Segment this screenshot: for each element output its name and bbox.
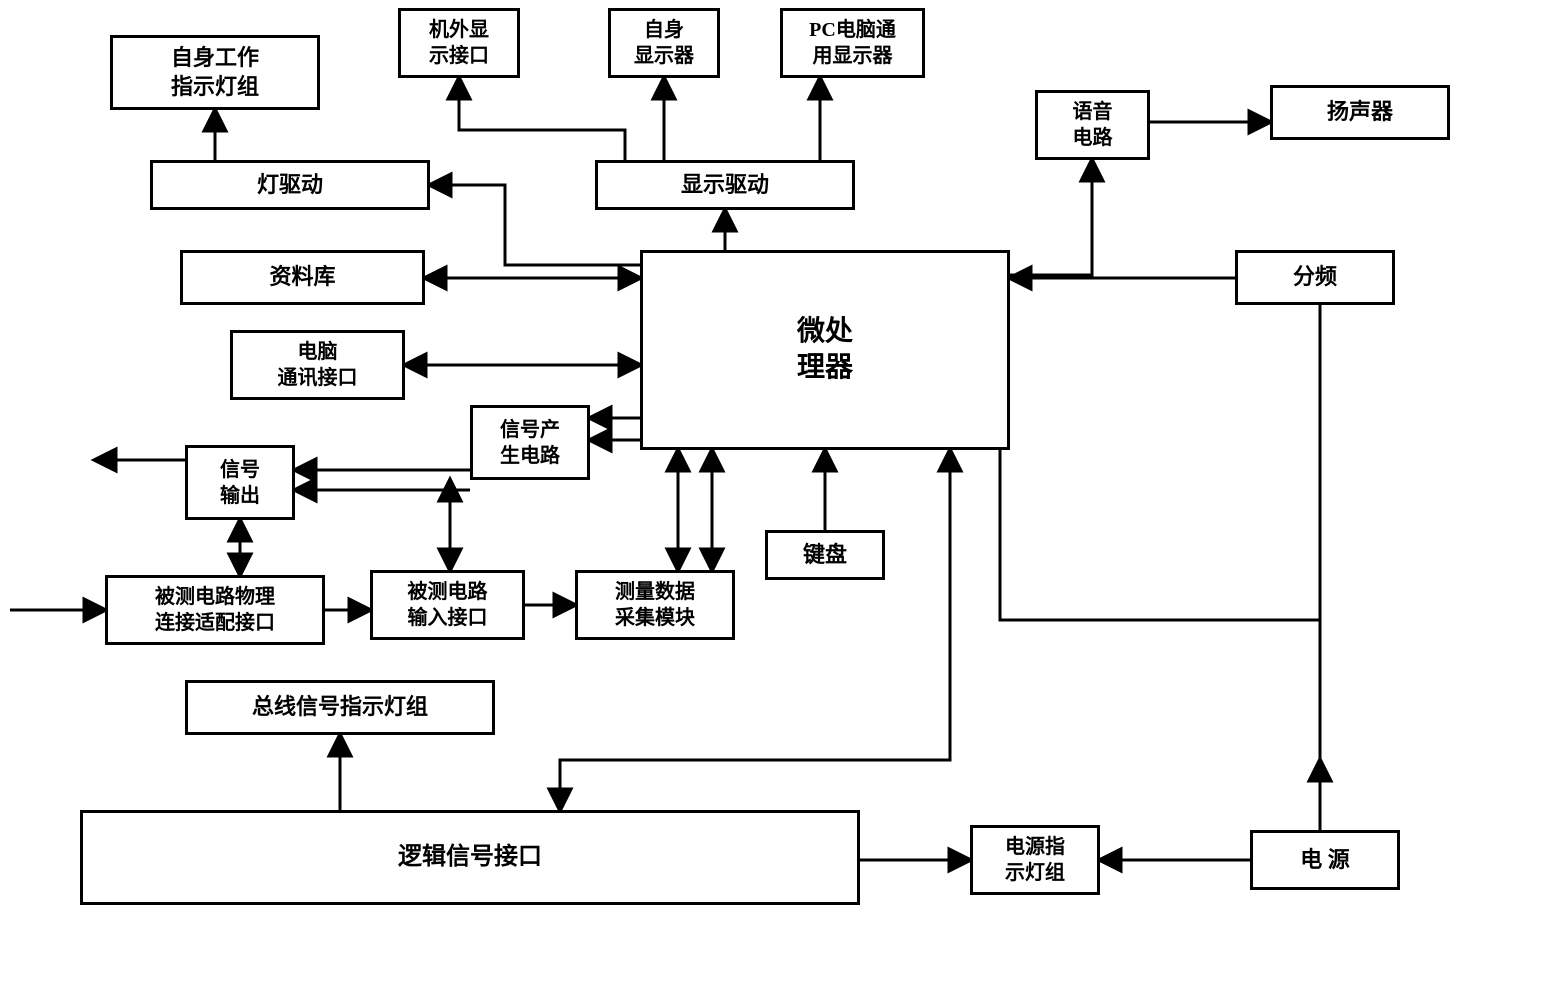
node-pc_display: PC电脑通用显示器 [780,8,925,78]
node-lamp_drv: 灯驱动 [150,160,430,210]
node-keyboard: 键盘 [765,530,885,580]
node-database: 资料库 [180,250,425,305]
node-pc_comm_if: 电脑通讯接口 [230,330,405,400]
node-pwr_led: 电源指示灯组 [970,825,1100,895]
edge-disp_drv-ext_display_if [459,78,625,160]
node-mpu: 微处理器 [640,250,1010,450]
node-self_work_led: 自身工作指示灯组 [110,35,320,110]
edge-mpu-pwrline [1000,450,1320,830]
node-dut_phys_if: 被测电路物理连接适配接口 [105,575,325,645]
node-dut_input_if: 被测电路输入接口 [370,570,525,640]
node-meas_acq: 测量数据采集模块 [575,570,735,640]
node-voice_circ: 语音电路 [1035,90,1150,160]
block-diagram: 自身工作指示灯组 机外显示接口 自身显示器 PC电脑通用显示器语音电路 扬声器灯驱动 显示… [0,0,1555,986]
node-disp_drv: 显示驱动 [595,160,855,210]
node-power: 电 源 [1250,830,1400,890]
node-freq_div: 分频 [1235,250,1395,305]
node-self_display: 自身显示器 [608,8,720,78]
node-sig_gen: 信号产生电路 [470,405,590,480]
node-ext_display_if: 机外显示接口 [398,8,520,78]
node-bus_led: 总线信号指示灯组 [185,680,495,735]
node-logic_if: 逻辑信号接口 [80,810,860,905]
node-sig_out: 信号输出 [185,445,295,520]
edge-mpu-voice_circ [1010,160,1092,275]
node-speaker: 扬声器 [1270,85,1450,140]
